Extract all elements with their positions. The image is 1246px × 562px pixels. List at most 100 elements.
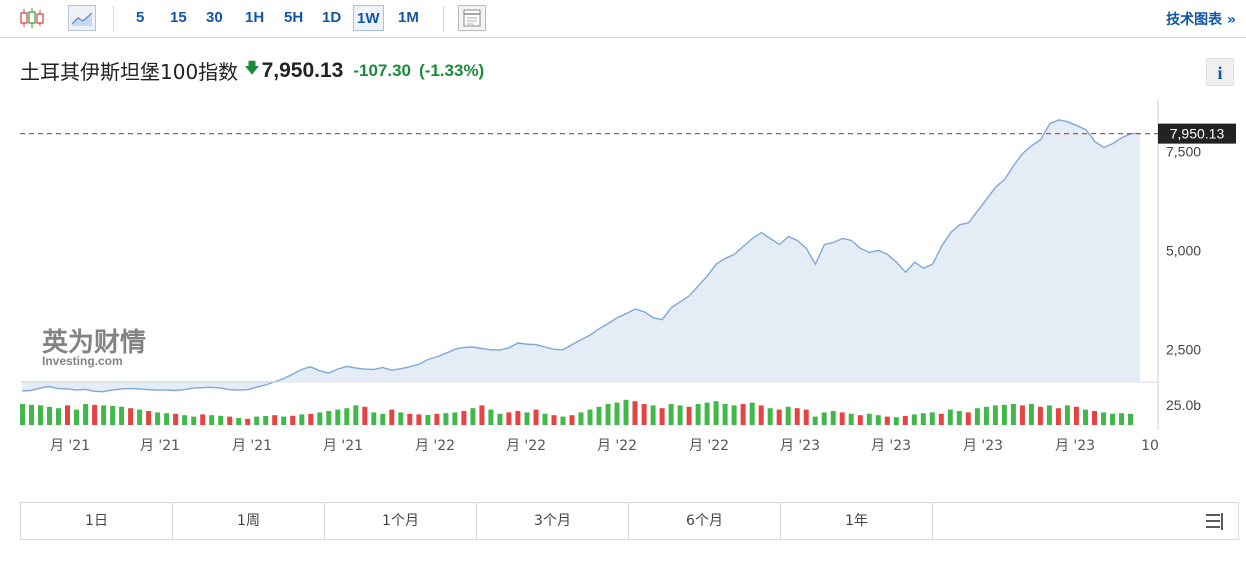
area-chart-icon[interactable] xyxy=(68,5,96,31)
volume-bar xyxy=(398,412,404,425)
volume-bar xyxy=(929,412,935,425)
volume-bar xyxy=(290,415,296,425)
volume-bar xyxy=(38,405,43,425)
quote-header: 土耳其伊斯坦堡100指数 🡇7,950.13 -107.30 (-1.33%) xyxy=(20,56,485,85)
range-button-5[interactable]: 1年 xyxy=(781,503,933,539)
interval-5[interactable]: 5 xyxy=(136,9,145,26)
volume-bar xyxy=(515,411,521,425)
volume-bar xyxy=(857,415,863,425)
volume-bar xyxy=(749,402,755,425)
volume-bar xyxy=(443,413,449,425)
price-area xyxy=(22,119,1140,392)
volume-bar xyxy=(551,415,557,425)
x-tick-label: 月 '23 xyxy=(963,438,1003,454)
volume-bar xyxy=(794,408,800,425)
volume-bar xyxy=(560,416,566,425)
volume-bar xyxy=(182,415,188,425)
volume-bar xyxy=(632,401,638,425)
volume-bar xyxy=(1128,413,1133,425)
volume-bar xyxy=(524,412,530,425)
price-change-percent: (-1.33%) xyxy=(419,60,485,80)
interval-5h[interactable]: 5H xyxy=(284,9,304,26)
down-arrow-icon: 🡇 xyxy=(244,59,260,77)
volume-bar xyxy=(758,405,764,425)
volume-bar xyxy=(983,406,989,425)
volume-bar xyxy=(65,405,70,425)
volume-bar xyxy=(101,405,107,425)
volume-bar xyxy=(641,404,647,425)
volume-bar xyxy=(902,416,908,425)
volume-bar xyxy=(137,409,143,425)
volume-bar xyxy=(587,409,593,425)
volume-bar xyxy=(371,412,377,425)
volume-bar xyxy=(1119,413,1124,425)
x-tick-label: 10 xyxy=(1141,438,1159,454)
volume-bar xyxy=(623,399,629,425)
range-button-2[interactable]: 1个月 xyxy=(325,503,477,539)
volume-bar xyxy=(740,404,746,425)
interval-1h[interactable]: 1H xyxy=(245,9,265,26)
volume-bar xyxy=(83,404,89,425)
x-tick-label: 月 '23 xyxy=(1055,438,1095,454)
volume-bar xyxy=(47,406,52,425)
volume-bar xyxy=(191,416,197,425)
range-button-0[interactable]: 1日 xyxy=(21,503,173,539)
interval-1m[interactable]: 1M xyxy=(398,9,419,26)
volume-bar xyxy=(875,415,881,425)
volume-bar xyxy=(1028,404,1034,425)
volume-bar xyxy=(614,402,620,425)
volume-bar xyxy=(911,414,917,425)
volume-bar xyxy=(56,408,61,425)
volume-bar xyxy=(668,404,674,425)
interval-1w[interactable]: 1W xyxy=(353,5,384,31)
x-tick-label: 月 '21 xyxy=(323,438,363,454)
range-button-4[interactable]: 6个月 xyxy=(629,503,781,539)
volume-bar xyxy=(119,406,125,425)
volume-bar xyxy=(956,411,962,425)
volume-bar xyxy=(974,408,980,425)
volume-bar xyxy=(686,406,692,425)
volume-bar xyxy=(1083,409,1088,425)
volume-bar xyxy=(218,415,224,425)
volume-bar xyxy=(812,416,818,425)
volume-bar xyxy=(1073,406,1079,425)
x-tick-label: 月 '22 xyxy=(506,438,546,454)
volume-bar xyxy=(362,406,368,425)
volume-bar xyxy=(677,405,683,425)
volume-bar xyxy=(470,408,476,425)
x-tick-label: 月 '23 xyxy=(871,438,911,454)
volume-axis-label: 25.0b xyxy=(1166,397,1201,413)
info-button[interactable]: i xyxy=(1206,58,1234,86)
volume-bar xyxy=(236,418,242,425)
settings-table-icon[interactable] xyxy=(458,5,486,31)
range-button-3[interactable]: 3个月 xyxy=(477,503,629,539)
volume-bar xyxy=(1037,406,1043,425)
volume-bar xyxy=(506,412,512,425)
candlestick-icon[interactable] xyxy=(18,5,46,31)
volume-bar xyxy=(173,413,179,425)
interval-1d[interactable]: 1D xyxy=(322,9,342,26)
volume-bar xyxy=(299,414,305,425)
volume-bar xyxy=(542,413,548,425)
volume-bar xyxy=(866,413,872,425)
volume-bar xyxy=(263,416,269,425)
range-more-button[interactable] xyxy=(933,503,1238,539)
technical-chart-link[interactable]: 技术图表 » xyxy=(1166,12,1236,28)
volume-bar xyxy=(461,411,467,425)
volume-bar xyxy=(416,414,422,425)
volume-bar xyxy=(74,409,79,425)
volume-bar xyxy=(578,412,584,425)
range-button-1[interactable]: 1周 xyxy=(173,503,325,539)
volume-bar xyxy=(92,404,98,425)
volume-bar xyxy=(965,412,971,425)
volume-bar xyxy=(830,411,836,425)
volume-bar xyxy=(353,405,359,425)
price-line xyxy=(21,119,1140,393)
volume-bar xyxy=(650,405,656,425)
volume-bar xyxy=(920,413,926,425)
interval-15[interactable]: 15 xyxy=(170,9,187,26)
interval-30[interactable]: 30 xyxy=(206,9,223,26)
x-tick-label: 月 '23 xyxy=(780,438,820,454)
volume-bar xyxy=(821,412,827,425)
volume-bar xyxy=(164,413,170,425)
